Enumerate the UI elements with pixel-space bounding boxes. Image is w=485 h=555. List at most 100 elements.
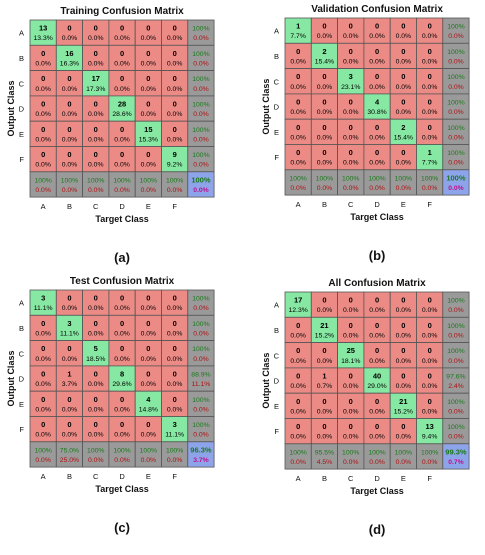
cell-primary-value: 100% [166, 447, 183, 454]
off-diagonal-cell [29, 120, 57, 147]
off-diagonal-cell [284, 316, 312, 343]
off-diagonal-cell [363, 316, 391, 343]
column-class-label: F [172, 202, 177, 211]
off-diagonal-cell [389, 17, 417, 44]
cell-secondary-value: 0.0% [62, 111, 78, 118]
cell-secondary-value: 11.1% [165, 432, 184, 439]
column-summary-cell [337, 169, 365, 196]
cell-secondary-value: 0.0% [343, 459, 359, 466]
cell-secondary-value: 0.0% [167, 381, 183, 388]
cell-secondary-value: 0.0% [317, 408, 333, 415]
off-diagonal-cell [29, 146, 57, 173]
cell-primary-value: 0 [146, 319, 150, 328]
cell-primary-value: 0 [41, 344, 45, 353]
cell-primary-value: 0 [41, 420, 45, 429]
off-diagonal-cell [389, 42, 417, 69]
cell-primary-value: 25 [347, 346, 355, 355]
row-class-label: E [274, 128, 279, 137]
cell-primary-value: 0 [94, 49, 98, 58]
column-class-label: D [374, 200, 380, 209]
column-summary-cell [161, 171, 189, 198]
cell-primary-value: 0 [322, 148, 326, 157]
cell-primary-value: 100% [342, 449, 359, 456]
cell-primary-value: 0 [322, 72, 326, 81]
cell-primary-value: 0 [428, 123, 432, 132]
cell-primary-value: 0 [41, 150, 45, 159]
total-accuracy-cell [442, 169, 470, 196]
cell-secondary-value: 0.0% [422, 59, 438, 66]
cell-secondary-value: 0.0% [167, 111, 183, 118]
cell-primary-value: 0 [428, 321, 432, 330]
column-summary-cell [389, 169, 417, 196]
off-diagonal-cell [389, 342, 417, 369]
column-summary-cell [416, 169, 444, 196]
row-class-label: A [19, 29, 24, 38]
off-diagonal-cell [363, 342, 391, 369]
cell-secondary-value: 0.0% [141, 432, 157, 439]
cell-primary-value: 0 [401, 422, 405, 431]
cell-primary-value: 100% [289, 175, 306, 182]
cell-secondary-value: 0.0% [167, 457, 183, 464]
cell-primary-value: 2 [322, 47, 326, 56]
cell-primary-value: 0 [173, 24, 177, 33]
row-class-label: E [19, 400, 24, 409]
cell-primary-value: 95.5% [315, 449, 334, 456]
cell-primary-value: 0 [428, 296, 432, 305]
cell-secondary-value: 0.0% [422, 307, 438, 314]
row-class-label: C [19, 349, 25, 358]
row-class-label: C [19, 79, 25, 88]
cell-primary-value: 0 [120, 125, 124, 134]
cell-secondary-value: 0.0% [114, 187, 130, 194]
cell-primary-value: 0 [120, 395, 124, 404]
cell-primary-value: 0 [375, 346, 379, 355]
cell-secondary-value: 0.0% [343, 383, 359, 390]
off-diagonal-cell [55, 19, 83, 46]
panel-caption: (a) [114, 250, 130, 265]
cell-secondary-value: 2.4% [448, 383, 464, 390]
cell-primary-value: 0 [94, 420, 98, 429]
cell-secondary-value: 13.3% [34, 35, 53, 42]
column-class-label: F [427, 474, 432, 483]
cell-primary-value: 100% [140, 447, 157, 454]
row-class-label: D [274, 103, 280, 112]
cell-secondary-value: 0.0% [290, 134, 306, 141]
cell-primary-value: 99.3% [445, 447, 467, 456]
cell-primary-value: 100% [113, 447, 130, 454]
cell-primary-value: 100% [192, 346, 209, 353]
cell-secondary-value: 25.0% [60, 457, 79, 464]
cell-primary-value: 0 [41, 319, 45, 328]
cell-secondary-value: 0.0% [369, 434, 385, 441]
cell-primary-value: 0 [146, 49, 150, 58]
off-diagonal-cell [55, 70, 83, 97]
cell-primary-value: 17 [294, 296, 302, 305]
row-class-label: E [19, 130, 24, 139]
cell-primary-value: 100% [192, 51, 209, 58]
cell-primary-value: 0 [146, 24, 150, 33]
row-summary-cell [442, 367, 470, 394]
cell-primary-value: 1 [322, 372, 326, 381]
cell-secondary-value: 0.0% [448, 134, 464, 141]
column-class-label: B [322, 200, 327, 209]
cell-secondary-value: 0.0% [396, 307, 412, 314]
cell-primary-value: 0 [146, 344, 150, 353]
column-summary-cell [134, 171, 162, 198]
cell-secondary-value: 23.1% [341, 84, 360, 91]
off-diagonal-cell [337, 291, 365, 318]
cell-primary-value: 0 [120, 420, 124, 429]
cell-primary-value: 100% [87, 447, 104, 454]
column-summary-cell [134, 441, 162, 468]
row-summary-cell [187, 289, 215, 316]
cell-secondary-value: 0.0% [141, 61, 157, 68]
row-class-label: F [19, 425, 24, 434]
cell-secondary-value: 0.0% [290, 59, 306, 66]
cell-secondary-value: 0.0% [396, 459, 412, 466]
cell-primary-value: 0 [146, 370, 150, 379]
cell-primary-value: 0 [173, 74, 177, 83]
cell-primary-value: 13 [39, 24, 47, 33]
cell-secondary-value: 0.0% [141, 187, 157, 194]
cell-secondary-value: 0.0% [88, 381, 104, 388]
cell-primary-value: 100% [113, 177, 130, 184]
off-diagonal-cell [161, 390, 189, 417]
cell-secondary-value: 0.0% [422, 333, 438, 340]
